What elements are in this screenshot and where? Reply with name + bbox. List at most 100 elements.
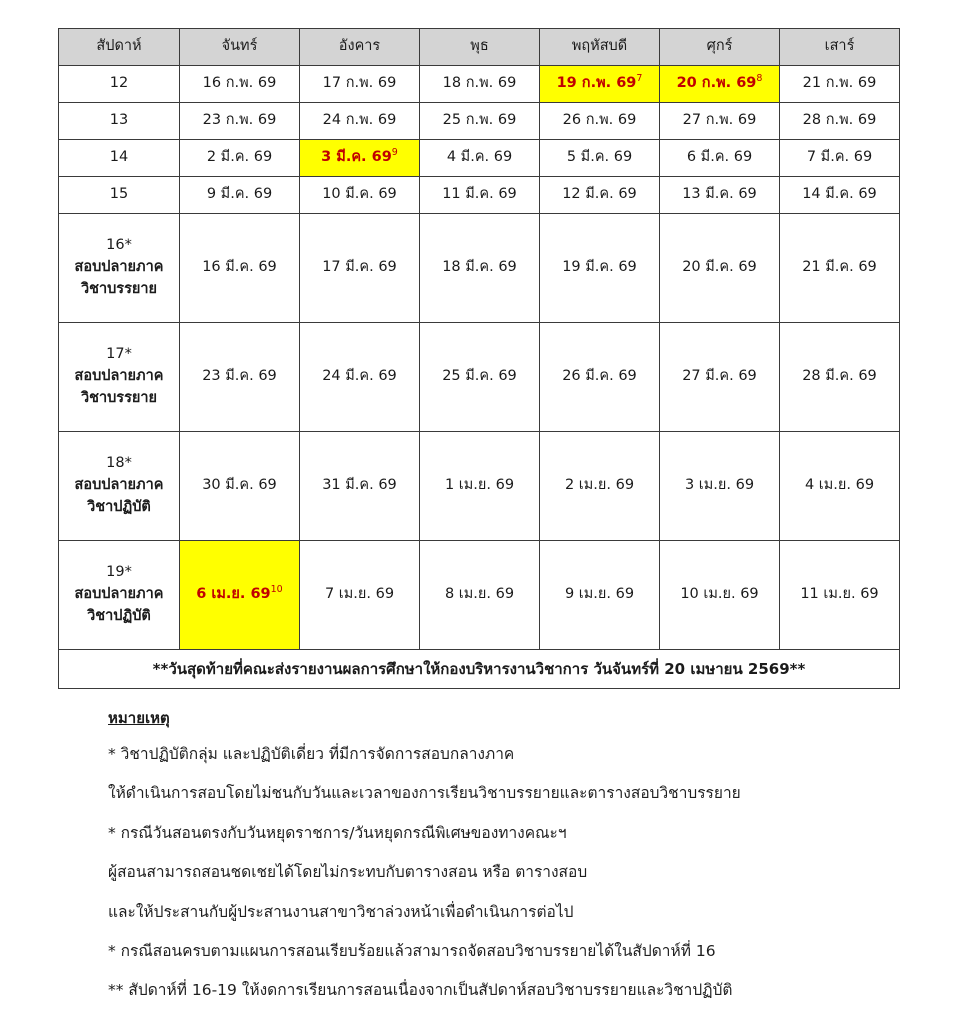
- date-text: 27 ก.พ. 69: [682, 112, 757, 129]
- date-cell: 4 มี.ค. 69: [419, 139, 540, 177]
- week-subtitle-1: สอบปลายภาค: [74, 259, 164, 276]
- date-text: 13 มี.ค. 69: [682, 186, 757, 203]
- date-cell: 16 มี.ค. 69: [179, 213, 300, 323]
- date-text: 16 ก.พ. 69: [202, 75, 277, 92]
- date-text: 25 มี.ค. 69: [442, 368, 517, 385]
- date-text: 18 มี.ค. 69: [442, 259, 517, 276]
- table-row: 15 9 มี.ค. 69 10 มี.ค. 69 11 มี.ค. 69 12 มี.…: [58, 176, 900, 214]
- date-cell: 3 เม.ย. 69: [659, 431, 780, 541]
- week-subtitle-1: สอบปลายภาค: [74, 586, 164, 603]
- date-cell: 7 มี.ค. 69: [779, 139, 900, 177]
- footnote-marker: 9: [391, 147, 398, 159]
- date-cell: 18 มี.ค. 69: [419, 213, 540, 323]
- date-text: 14 มี.ค. 69: [802, 186, 877, 203]
- column-header-4: พฤหัสบดี: [539, 28, 660, 66]
- date-cell: 28 มี.ค. 69: [779, 322, 900, 432]
- date-cell: 19 มี.ค. 69: [539, 213, 660, 323]
- date-text: 24 มี.ค. 69: [322, 368, 397, 385]
- date-cell: 2 เม.ย. 69: [539, 431, 660, 541]
- week-label-cell: 18* สอบปลายภาค วิชาปฏิบัติ: [58, 431, 180, 541]
- date-text: 4 มี.ค. 69: [446, 149, 513, 166]
- column-header-6: เสาร์: [779, 28, 900, 66]
- date-cell: 17 มี.ค. 69: [299, 213, 420, 323]
- table-row: 14 2 มี.ค. 69 3 มี.ค. 699 4 มี.ค. 69 5 มี.ค.…: [58, 139, 900, 177]
- note-line: * กรณีสอนครบตามแผนการสอนเรียบร้อยแล้วสาม…: [108, 941, 716, 960]
- week-number: 18*: [106, 455, 132, 472]
- date-text: 17 มี.ค. 69: [322, 259, 397, 276]
- date-cell-highlighted: 20 ก.พ. 698: [659, 65, 780, 103]
- note-line: * วิชาปฏิบัติกลุ่ม และปฏิบัติเดี่ยว ที่ม…: [108, 745, 515, 763]
- date-text: 9 เม.ย. 69: [564, 586, 635, 603]
- date-cell: 5 มี.ค. 69: [539, 139, 660, 177]
- date-text: 21 ก.พ. 69: [802, 75, 877, 92]
- week-number: 19*: [106, 564, 132, 581]
- week-subtitle-2: วิชาบรรยาย: [80, 280, 158, 297]
- date-text: 17 ก.พ. 69: [322, 75, 397, 92]
- date-text: 20 ก.พ. 69: [676, 75, 757, 92]
- note-line: ให้ดำเนินการสอบโดยไม่ชนกับวันและเวลาของก…: [108, 784, 741, 803]
- date-text: 12 มี.ค. 69: [562, 186, 637, 203]
- date-cell: 1 เม.ย. 69: [419, 431, 540, 541]
- date-cell-highlighted: 3 มี.ค. 699: [299, 139, 420, 177]
- date-text: 2 เม.ย. 69: [564, 477, 635, 494]
- column-header-2: อังคาร: [299, 28, 420, 66]
- table-row: 17* สอบปลายภาค วิชาบรรยาย 23 มี.ค. 69 24 มี.…: [58, 322, 900, 432]
- date-text: 10 มี.ค. 69: [322, 186, 397, 203]
- academic-calendar-table: สัปดาห์ จันทร์ อังคาร พุธ พฤหัสบดี ศุกร์ เสาร์…: [58, 28, 900, 689]
- footer-note: **วันสุดท้ายที่คณะส่งรายงานผลการศึกษาให้…: [58, 649, 900, 689]
- date-text: 19 ก.พ. 69: [556, 75, 637, 92]
- date-text: 8 เม.ย. 69: [444, 586, 515, 603]
- date-cell: 12 มี.ค. 69: [539, 176, 660, 214]
- date-cell-highlighted: 6 เม.ย. 6910: [179, 540, 300, 650]
- date-text: 5 มี.ค. 69: [566, 149, 633, 166]
- date-text: 28 ก.พ. 69: [802, 112, 877, 129]
- date-cell: 9 มี.ค. 69: [179, 176, 300, 214]
- date-cell: 24 มี.ค. 69: [299, 322, 420, 432]
- table-header-row: สัปดาห์ จันทร์ อังคาร พุธ พฤหัสบดี ศุกร์ เสาร์: [58, 28, 900, 66]
- date-text: 28 มี.ค. 69: [802, 368, 877, 385]
- date-text: 18 ก.พ. 69: [442, 75, 517, 92]
- date-text: 27 มี.ค. 69: [682, 368, 757, 385]
- date-cell: 23 มี.ค. 69: [179, 322, 300, 432]
- date-cell: 31 มี.ค. 69: [299, 431, 420, 541]
- note-line: ** สัปดาห์ที่ 16-19 ให้งดการเรียนการสอนเ…: [108, 981, 733, 1000]
- date-text: 30 มี.ค. 69: [202, 477, 277, 494]
- date-text: 23 ก.พ. 69: [202, 112, 277, 129]
- date-text: 11 เม.ย. 69: [800, 586, 879, 603]
- date-text: 19 มี.ค. 69: [562, 259, 637, 276]
- notes-lines: * วิชาปฏิบัติกลุ่ม และปฏิบัติเดี่ยว ที่ม…: [108, 744, 868, 1002]
- date-text: 3 เม.ย. 69: [684, 477, 755, 494]
- week-subtitle-2: วิชาปฏิบัติ: [87, 607, 151, 624]
- table-body: 12 16 ก.พ. 69 17 ก.พ. 69 18 ก.พ. 69 19 ก.พ. …: [58, 65, 900, 650]
- date-cell: 18 ก.พ. 69: [419, 65, 540, 103]
- date-cell: 4 เม.ย. 69: [779, 431, 900, 541]
- date-cell: 21 มี.ค. 69: [779, 213, 900, 323]
- table-row: 16* สอบปลายภาค วิชาบรรยาย 16 มี.ค. 69 17 มี.…: [58, 213, 900, 323]
- week-subtitle-2: วิชาปฏิบัติ: [87, 498, 151, 515]
- week-label-cell: 17* สอบปลายภาค วิชาบรรยาย: [58, 322, 180, 432]
- date-text: 20 มี.ค. 69: [682, 259, 757, 276]
- footnote-marker: 10: [270, 584, 283, 596]
- column-header-3: พุธ: [419, 28, 540, 66]
- date-cell: 26 มี.ค. 69: [539, 322, 660, 432]
- date-text: 3 มี.ค. 69: [321, 149, 392, 166]
- column-header-0: สัปดาห์: [58, 28, 180, 66]
- week-label-cell: 19* สอบปลายภาควิชาปฏิบัติ: [58, 540, 180, 650]
- column-header-5: ศุกร์: [659, 28, 780, 66]
- date-cell: 27 มี.ค. 69: [659, 322, 780, 432]
- date-text: 24 ก.พ. 69: [322, 112, 397, 129]
- date-cell: 21 ก.พ. 69: [779, 65, 900, 103]
- date-cell: 16 ก.พ. 69: [179, 65, 300, 103]
- week-number: 13: [109, 112, 129, 129]
- week-subtitle-2: วิชาบรรยาย: [80, 389, 158, 406]
- week-label-cell: 15: [58, 176, 180, 214]
- date-cell: 9 เม.ย. 69: [539, 540, 660, 650]
- date-text: 1 เม.ย. 69: [444, 477, 515, 494]
- date-cell: 25 ก.พ. 69: [419, 102, 540, 140]
- date-cell: 8 เม.ย. 69: [419, 540, 540, 650]
- date-cell: 10 เม.ย. 69: [659, 540, 780, 650]
- date-cell: 7 เม.ย. 69: [299, 540, 420, 650]
- table-row: 18* สอบปลายภาค วิชาปฏิบัติ 30 มี.ค. 69 31 มี…: [58, 431, 900, 541]
- week-number: 17*: [106, 346, 132, 363]
- date-cell: 30 มี.ค. 69: [179, 431, 300, 541]
